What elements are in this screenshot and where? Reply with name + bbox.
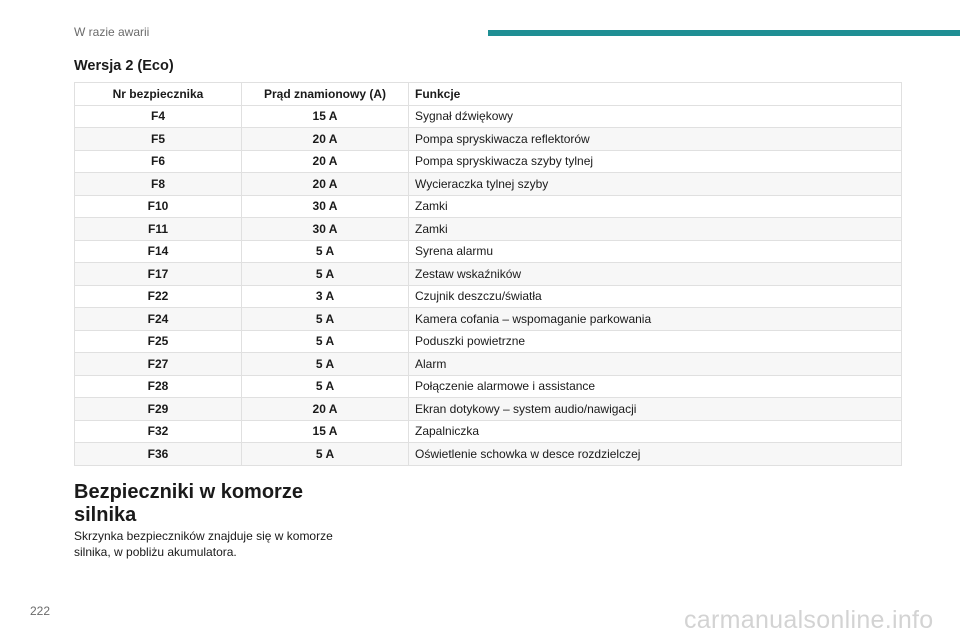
table-header-row: Nr bezpiecznika Prąd znamionowy (A) Funk… [74,82,902,106]
table-row: F4 15 A Sygnał dźwiękowy [74,104,902,128]
fuse-number-cell: F29 [74,397,242,421]
section-heading: Bezpieczniki w komorze silnika [74,481,303,526]
fuse-number-cell: F6 [74,149,242,173]
fuse-number-cell: F27 [74,352,242,376]
rated-current-cell: 30 A [241,194,409,218]
function-cell: Czujnik deszczu/światła [408,284,902,308]
header-section-title: W razie awarii [74,25,150,39]
function-cell: Pompa spryskiwacza reflektorów [408,127,902,151]
table-row: F5 20 A Pompa spryskiwacza reflektorów [74,127,902,151]
function-cell: Zamki [408,217,902,241]
table-row: F6 20 A Pompa spryskiwacza szyby tylnej [74,149,902,173]
table-row: F17 5 A Zestaw wskaźników [74,262,902,286]
function-cell: Pompa spryskiwacza szyby tylnej [408,149,902,173]
version-title: Wersja 2 (Eco) [74,58,174,74]
rated-current-cell: 20 A [241,397,409,421]
fuse-number-cell: F11 [74,217,242,241]
rated-current-cell: 20 A [241,127,409,151]
fuse-number-cell: F36 [74,442,242,466]
table-row: F29 20 A Ekran dotykowy – system audio/naw… [74,397,902,421]
page-number: 222 [30,604,51,618]
column-header-rated-current: Prąd znamionowy (A) [241,82,409,106]
function-cell: Wycieraczka tylnej szyby [408,172,902,196]
fuse-number-cell: F17 [74,262,242,286]
function-cell: Syrena alarmu [408,239,902,263]
column-header-functions: Funkcje [408,82,902,106]
function-cell: Zapalniczka [408,419,902,443]
fuse-number-cell: F8 [74,172,242,196]
rated-current-cell: 5 A [241,374,409,398]
fuse-number-cell: F32 [74,419,242,443]
table-row: F32 15 A Zapalniczka [74,419,902,443]
table-row: F22 3 A Czujnik deszczu/światła [74,284,902,308]
function-cell: Ekran dotykowy – system audio/nawigacji [408,397,902,421]
fuse-number-cell: F25 [74,329,242,353]
header-accent-bar [488,30,960,36]
fuse-number-cell: F28 [74,374,242,398]
fuse-number-cell: F10 [74,194,242,218]
table-row: F8 20 A Wycieraczka tylnej szyby [74,172,902,196]
fuse-number-cell: F5 [74,127,242,151]
fuse-number-cell: F24 [74,307,242,331]
rated-current-cell: 3 A [241,284,409,308]
rated-current-cell: 20 A [241,149,409,173]
rated-current-cell: 5 A [241,329,409,353]
rated-current-cell: 5 A [241,262,409,286]
table-row: F28 5 A Połączenie alarmowe i assistance [74,374,902,398]
function-cell: Połączenie alarmowe i assistance [408,374,902,398]
table-row: F11 30 A Zamki [74,217,902,241]
rated-current-cell: 15 A [241,419,409,443]
rated-current-cell: 5 A [241,239,409,263]
function-cell: Poduszki powietrzne [408,329,902,353]
rated-current-cell: 5 A [241,307,409,331]
rated-current-cell: 5 A [241,352,409,376]
function-cell: Kamera cofania – wspomaganie parkowania [408,307,902,331]
table-row: F10 30 A Zamki [74,194,902,218]
watermark-text: carmanualsonline.info [684,606,934,634]
fuse-number-cell: F4 [74,104,242,128]
section-body-text: Skrzynka bezpieczników znajduje się w ko… [74,529,333,559]
rated-current-cell: 30 A [241,217,409,241]
function-cell: Sygnał dźwiękowy [408,104,902,128]
rated-current-cell: 15 A [241,104,409,128]
fuse-number-cell: F14 [74,239,242,263]
function-cell: Alarm [408,352,902,376]
table-row: F25 5 A Poduszki powietrzne [74,329,902,353]
table-row: F14 5 A Syrena alarmu [74,239,902,263]
function-cell: Zamki [408,194,902,218]
column-header-fuse-number: Nr bezpiecznika [74,82,242,106]
fuse-number-cell: F22 [74,284,242,308]
function-cell: Zestaw wskaźników [408,262,902,286]
table-row: F27 5 A Alarm [74,352,902,376]
table-row: F24 5 A Kamera cofania – wspomaganie parko… [74,307,902,331]
table-row: F36 5 A Oświetlenie schowka w desce rozdzi… [74,442,902,466]
rated-current-cell: 20 A [241,172,409,196]
function-cell: Oświetlenie schowka w desce rozdzielczej [408,442,902,466]
rated-current-cell: 5 A [241,442,409,466]
fuse-table: Nr bezpiecznika Prąd znamionowy (A) Funk… [74,82,902,466]
